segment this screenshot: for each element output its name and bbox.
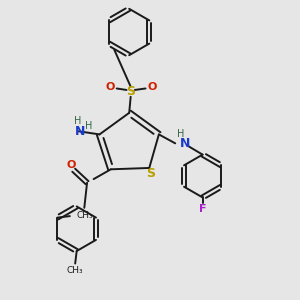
Text: N: N — [179, 137, 190, 150]
Text: CH₃: CH₃ — [76, 211, 93, 220]
Text: O: O — [67, 160, 76, 170]
Text: H: H — [85, 121, 93, 131]
Text: O: O — [105, 82, 115, 92]
Text: H: H — [74, 116, 81, 126]
Text: N: N — [75, 125, 86, 138]
Text: H: H — [177, 129, 184, 139]
Text: S: S — [126, 85, 135, 98]
Text: O: O — [148, 82, 157, 92]
Text: S: S — [146, 167, 155, 180]
Text: CH₃: CH₃ — [67, 266, 83, 274]
Text: F: F — [199, 204, 206, 214]
